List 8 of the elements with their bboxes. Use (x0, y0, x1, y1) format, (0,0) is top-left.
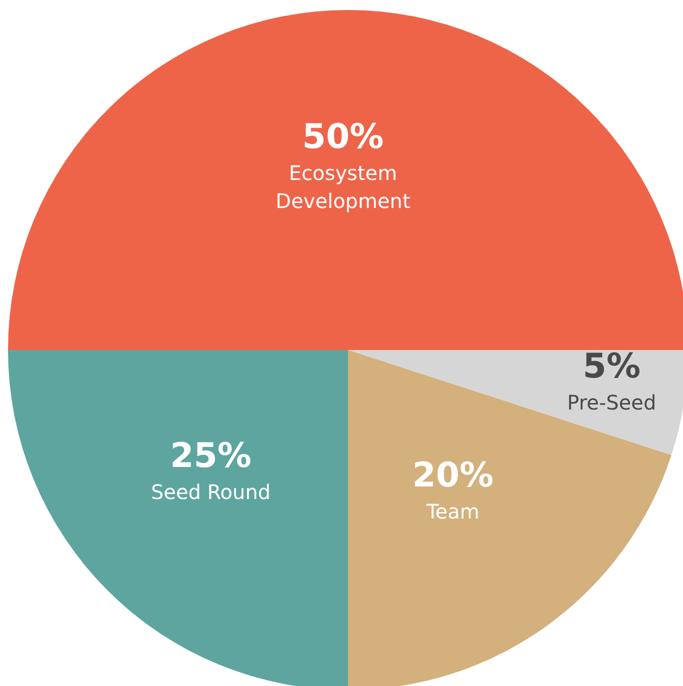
data-label: 20% (412, 455, 494, 496)
slice-label: Seed Round (150, 480, 271, 504)
data-label: 5% (582, 346, 641, 387)
slice-label: Team (425, 499, 480, 524)
data-label: 25% (170, 436, 252, 476)
data-label: 50% (302, 117, 384, 157)
slice-label: Ecosystem Development (276, 161, 410, 213)
slice-label: Pre-Seed (567, 390, 656, 415)
